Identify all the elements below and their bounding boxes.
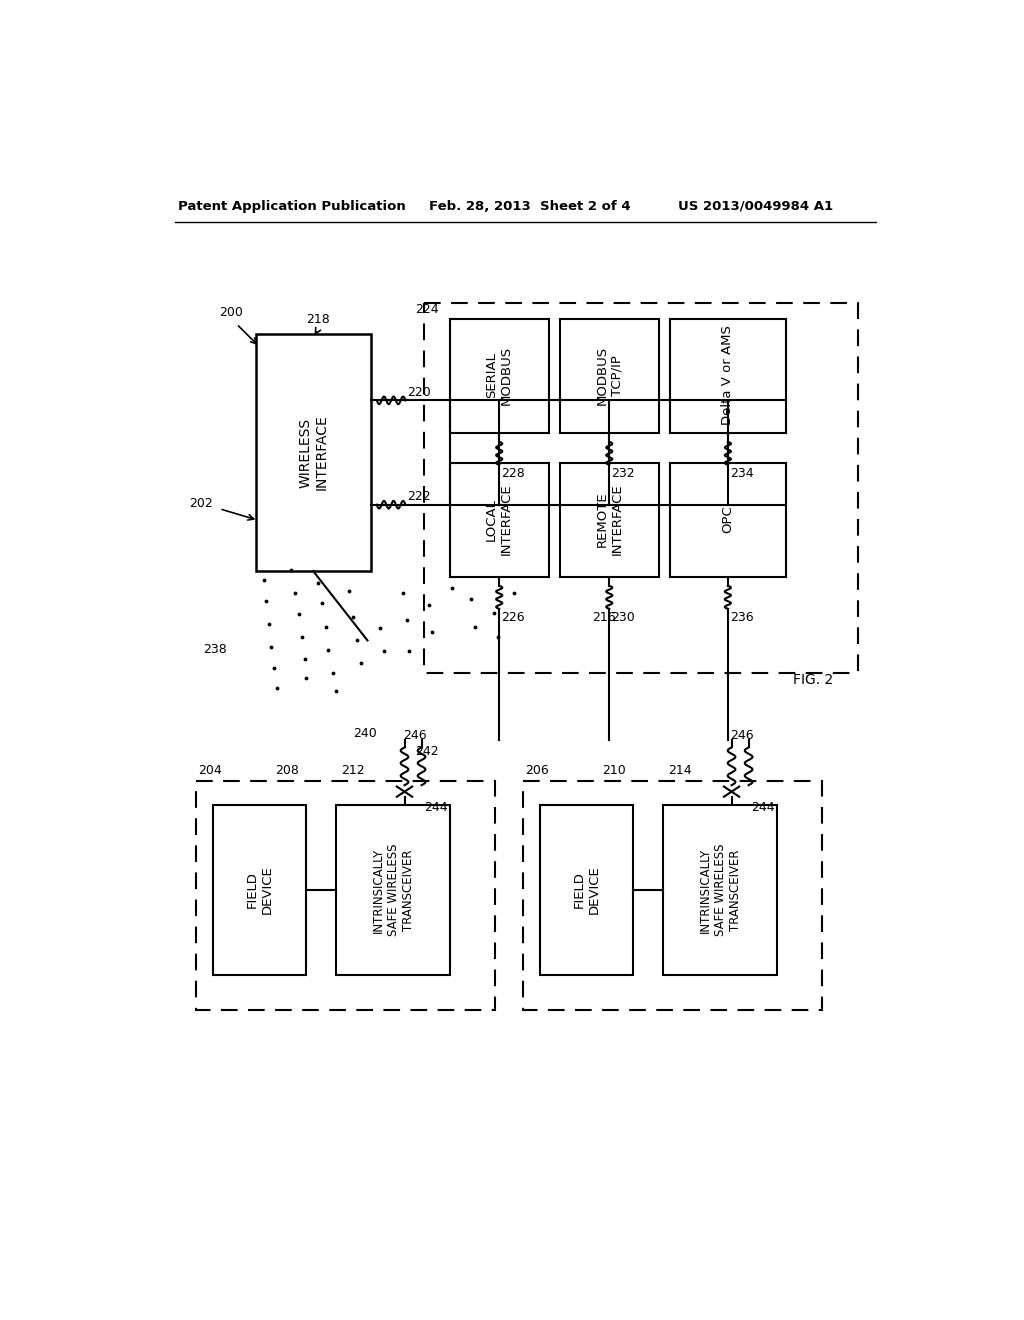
Text: 232: 232 — [611, 467, 635, 480]
Text: LOCAL
INTERFACE: LOCAL INTERFACE — [485, 483, 513, 556]
Text: Patent Application Publication: Patent Application Publication — [178, 199, 407, 213]
Text: 208: 208 — [275, 764, 299, 776]
Bar — [663, 805, 777, 974]
Text: 202: 202 — [189, 496, 213, 510]
Bar — [336, 805, 451, 974]
Text: OPC: OPC — [721, 506, 734, 533]
Text: 234: 234 — [730, 467, 754, 480]
Text: 238: 238 — [204, 643, 227, 656]
Bar — [670, 318, 786, 433]
Text: REMOTE
INTERFACE: REMOTE INTERFACE — [595, 483, 624, 556]
Text: 236: 236 — [730, 611, 754, 624]
Text: 206: 206 — [525, 764, 549, 776]
Text: 214: 214 — [669, 764, 692, 776]
Text: INTRINSICALLY
SAFE WIRELESS
TRANSCEIVER: INTRINSICALLY SAFE WIRELESS TRANSCEIVER — [372, 843, 415, 936]
Text: FIG. 2: FIG. 2 — [793, 673, 834, 686]
Text: 220: 220 — [407, 385, 431, 399]
Bar — [197, 780, 495, 1010]
Text: 210: 210 — [602, 764, 626, 776]
Text: 246: 246 — [403, 729, 427, 742]
Bar — [560, 462, 658, 577]
Text: 240: 240 — [352, 726, 377, 739]
Text: INTRINSICALLY
SAFE WIRELESS
TRANSCEIVER: INTRINSICALLY SAFE WIRELESS TRANSCEIVER — [698, 843, 741, 936]
Text: 218: 218 — [306, 313, 330, 326]
Text: US 2013/0049984 A1: US 2013/0049984 A1 — [678, 199, 834, 213]
Bar — [213, 805, 306, 974]
Text: WIRELESS
INTERFACE: WIRELESS INTERFACE — [298, 414, 329, 491]
Bar — [256, 334, 371, 572]
Text: 244: 244 — [751, 801, 774, 814]
Bar — [541, 805, 633, 974]
Bar — [670, 462, 786, 577]
Text: FIELD
DEVICE: FIELD DEVICE — [246, 866, 273, 915]
Bar — [450, 462, 549, 577]
Text: 200: 200 — [219, 305, 244, 318]
Text: 244: 244 — [424, 801, 447, 814]
Text: 228: 228 — [502, 467, 525, 480]
Text: 226: 226 — [502, 611, 525, 624]
Text: MODBUS
TCP/IP: MODBUS TCP/IP — [595, 346, 624, 405]
Text: 222: 222 — [407, 490, 431, 503]
Text: Feb. 28, 2013  Sheet 2 of 4: Feb. 28, 2013 Sheet 2 of 4 — [429, 199, 631, 213]
Text: 242: 242 — [416, 744, 439, 758]
Text: 230: 230 — [611, 611, 635, 624]
Text: 224: 224 — [415, 304, 438, 317]
Text: 246: 246 — [730, 729, 754, 742]
Bar — [450, 318, 549, 433]
Bar — [424, 304, 858, 673]
Bar — [560, 318, 658, 433]
Bar — [523, 780, 821, 1010]
Text: 204: 204 — [198, 764, 221, 776]
Text: FIELD
DEVICE: FIELD DEVICE — [572, 866, 601, 915]
Text: 212: 212 — [341, 764, 365, 776]
Text: SERIAL
MODBUS: SERIAL MODBUS — [485, 346, 513, 405]
Text: 216: 216 — [592, 611, 615, 624]
Text: Delta V or AMS: Delta V or AMS — [721, 326, 734, 425]
